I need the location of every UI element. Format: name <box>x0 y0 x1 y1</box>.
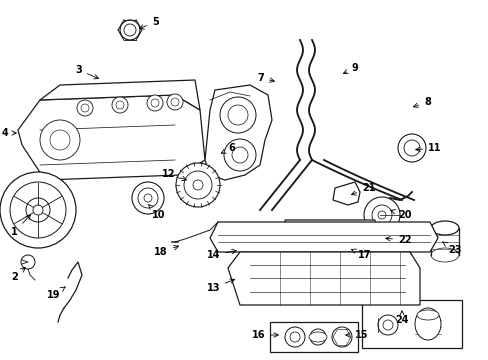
Polygon shape <box>18 95 204 180</box>
Text: 11: 11 <box>415 143 441 153</box>
Text: 3: 3 <box>75 65 99 79</box>
Text: 18: 18 <box>154 246 178 257</box>
Text: 21: 21 <box>351 183 375 195</box>
Text: 15: 15 <box>345 330 368 340</box>
Circle shape <box>231 147 247 163</box>
Bar <box>361 300 461 348</box>
Circle shape <box>143 194 152 202</box>
Circle shape <box>167 94 183 110</box>
Circle shape <box>116 101 124 109</box>
Polygon shape <box>204 85 271 180</box>
Text: 2: 2 <box>11 267 25 282</box>
Circle shape <box>371 205 391 225</box>
Polygon shape <box>209 222 437 252</box>
Circle shape <box>21 255 35 269</box>
Circle shape <box>403 140 419 156</box>
Ellipse shape <box>308 332 326 342</box>
Polygon shape <box>332 182 359 205</box>
Text: 16: 16 <box>251 330 278 340</box>
Text: 20: 20 <box>390 210 411 220</box>
Circle shape <box>220 97 256 133</box>
Ellipse shape <box>416 310 438 320</box>
Circle shape <box>132 182 163 214</box>
Circle shape <box>26 198 50 222</box>
Circle shape <box>363 197 399 233</box>
Circle shape <box>377 211 385 219</box>
Circle shape <box>50 130 70 150</box>
Circle shape <box>10 182 66 238</box>
Circle shape <box>33 205 43 215</box>
Ellipse shape <box>430 221 458 235</box>
Text: 24: 24 <box>394 311 408 325</box>
Circle shape <box>285 327 305 347</box>
Circle shape <box>147 95 163 111</box>
Circle shape <box>138 188 158 208</box>
Circle shape <box>176 163 220 207</box>
Text: 8: 8 <box>413 97 430 107</box>
Circle shape <box>193 180 203 190</box>
Text: 9: 9 <box>343 63 358 74</box>
Text: 5: 5 <box>139 17 159 29</box>
Circle shape <box>0 172 76 248</box>
Circle shape <box>331 327 351 347</box>
Circle shape <box>385 234 393 242</box>
Circle shape <box>224 139 256 171</box>
Circle shape <box>377 315 397 335</box>
Text: 13: 13 <box>206 279 234 293</box>
Circle shape <box>227 105 247 125</box>
Text: 7: 7 <box>257 73 274 83</box>
Text: 12: 12 <box>161 169 186 181</box>
Text: 6: 6 <box>221 143 234 153</box>
Circle shape <box>124 24 136 36</box>
Text: 10: 10 <box>148 205 165 220</box>
Circle shape <box>382 320 392 330</box>
Circle shape <box>151 99 159 107</box>
Circle shape <box>309 329 325 345</box>
Ellipse shape <box>430 248 458 262</box>
Text: 4: 4 <box>1 128 16 138</box>
Circle shape <box>120 20 140 40</box>
Circle shape <box>81 104 89 112</box>
Circle shape <box>112 97 128 113</box>
Circle shape <box>171 98 179 106</box>
Polygon shape <box>40 80 200 110</box>
Polygon shape <box>227 252 419 305</box>
Text: 14: 14 <box>206 249 236 260</box>
Text: 19: 19 <box>46 287 65 300</box>
Polygon shape <box>285 220 377 278</box>
Text: 1: 1 <box>11 215 30 237</box>
Ellipse shape <box>414 308 440 340</box>
Circle shape <box>183 171 212 199</box>
Circle shape <box>381 230 397 246</box>
Bar <box>269 322 357 352</box>
Circle shape <box>40 120 80 160</box>
Circle shape <box>77 100 93 116</box>
Text: 22: 22 <box>385 235 411 245</box>
Text: 17: 17 <box>351 249 371 260</box>
Text: 23: 23 <box>442 242 461 255</box>
Circle shape <box>397 134 425 162</box>
Circle shape <box>289 332 299 342</box>
